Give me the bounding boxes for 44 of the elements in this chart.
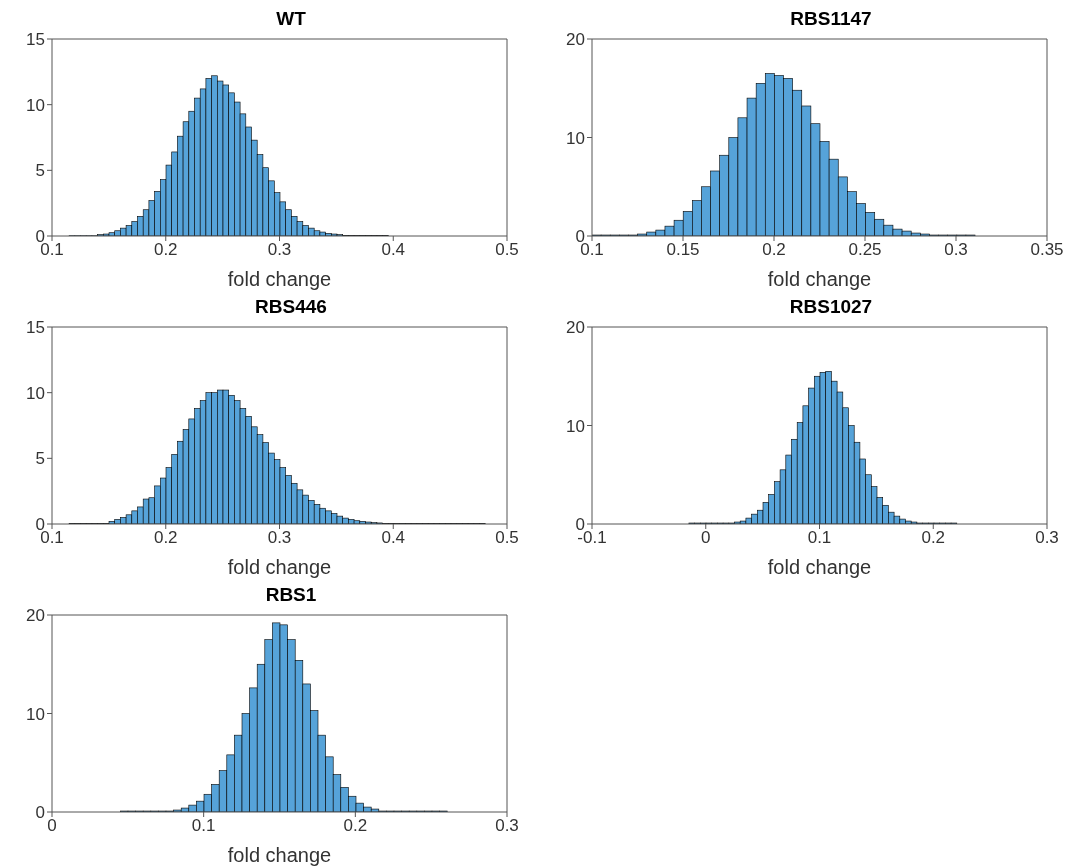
y-tick-label: 15: [26, 318, 45, 338]
chart-title: RBS446: [254, 296, 328, 318]
x-tick-label: 0: [701, 528, 711, 548]
x-tick-label: 0.5: [495, 240, 519, 260]
y-tick-label: 20: [566, 30, 585, 50]
x-tick-label: 0.2: [921, 528, 946, 548]
y-tick-label: 10: [566, 128, 585, 148]
y-tick-label: 5: [35, 161, 45, 181]
y-tick-label: 10: [26, 95, 45, 115]
y-tick-label: 0: [35, 803, 45, 823]
chart-title: RBS1027: [788, 296, 874, 318]
x-tick-label: 0.25: [848, 240, 882, 260]
y-tick-label: 10: [26, 704, 45, 724]
x-tick-label: 0.2: [153, 240, 178, 260]
y-tick-label: 10: [566, 416, 585, 436]
y-tick-label: 5: [35, 449, 45, 469]
x-tick-label: 0.3: [267, 528, 292, 548]
x-tick-label: 0.35: [1030, 240, 1064, 260]
y-tick-label: 10: [26, 383, 45, 403]
x-axis-title: fold change: [227, 844, 332, 866]
x-tick-label: 0.2: [153, 528, 178, 548]
x-tick-label: 0.2: [343, 816, 368, 836]
chart-title: WT: [275, 8, 307, 30]
x-axis-title: fold change: [227, 556, 332, 578]
y-tick-label: 15: [26, 30, 45, 50]
y-tick-label: 20: [566, 318, 585, 338]
chart-title: RBS1147: [789, 8, 873, 30]
x-axis-title: fold change: [227, 268, 332, 290]
y-tick-label: 20: [26, 606, 45, 626]
x-tick-label: 0.2: [762, 240, 786, 260]
x-tick-label: 0.3: [495, 816, 519, 836]
x-tick-label: 0.3: [1035, 528, 1059, 548]
x-tick-label: 0.3: [944, 240, 968, 260]
x-axis-title: fold change: [767, 268, 872, 290]
x-tick-label: 0.3: [267, 240, 292, 260]
x-tick-label: 0.15: [666, 240, 700, 260]
x-tick-label: 0.1: [191, 816, 216, 836]
x-tick-label: 0.4: [381, 528, 406, 548]
x-axis-title: fold change: [767, 556, 872, 578]
chart-title: RBS1: [264, 584, 318, 606]
y-tick-label: 0: [575, 515, 585, 535]
x-tick-label: 0.1: [807, 528, 832, 548]
x-tick-label: 0.4: [381, 240, 406, 260]
x-tick-label: 0.5: [495, 528, 519, 548]
